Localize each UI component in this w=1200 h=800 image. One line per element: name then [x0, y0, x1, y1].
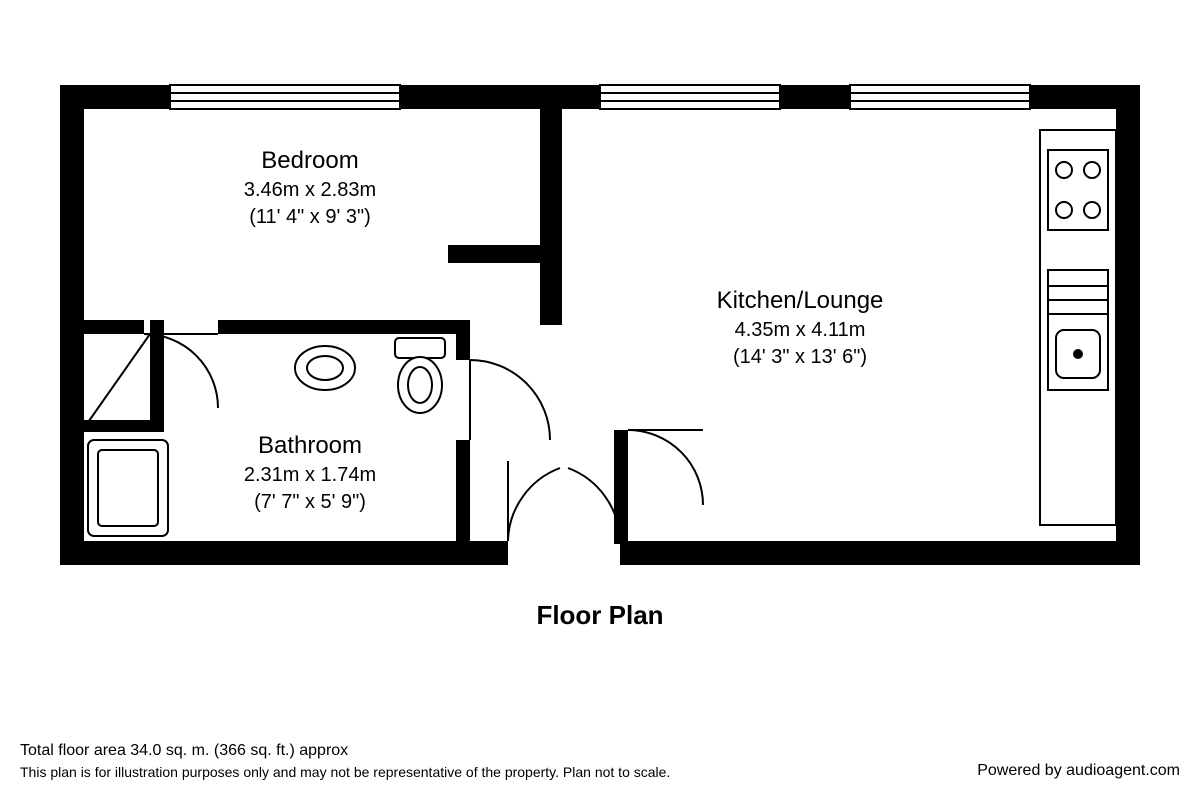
- kitchen-lounge-dim-m: 4.35m x 4.11m: [660, 317, 940, 344]
- bedroom-dim-ft: (11' 4" x 9' 3"): [180, 204, 440, 231]
- plan-title: Floor Plan: [0, 600, 1200, 631]
- bedroom-name: Bedroom: [180, 145, 440, 177]
- bedroom-dim-m: 3.46m x 2.83m: [180, 177, 440, 204]
- windows: [170, 85, 1030, 109]
- floorplan-canvas: Bedroom 3.46m x 2.83m (11' 4" x 9' 3") K…: [0, 0, 1200, 800]
- kitchen-fixtures: [1040, 130, 1116, 525]
- kitchen-lounge-dim-ft: (14' 3" x 13' 6"): [660, 344, 940, 371]
- bathroom-name: Bathroom: [200, 430, 420, 462]
- kitchen-lounge-label: Kitchen/Lounge 4.35m x 4.11m (14' 3" x 1…: [660, 285, 940, 371]
- bathroom-label: Bathroom 2.31m x 1.74m (7' 7" x 5' 9"): [200, 430, 420, 516]
- footer-powered-by: Powered by audioagent.com: [977, 762, 1180, 780]
- bedroom-label: Bedroom 3.46m x 2.83m (11' 4" x 9' 3"): [180, 145, 440, 231]
- bathroom-dim-ft: (7' 7" x 5' 9"): [200, 489, 420, 516]
- footer-total-area: Total floor area 34.0 sq. m. (366 sq. ft…: [20, 742, 348, 760]
- bathroom-dim-m: 2.31m x 1.74m: [200, 462, 420, 489]
- floorplan-svg: [0, 0, 1200, 800]
- footer-disclaimer: This plan is for illustration purposes o…: [20, 764, 670, 780]
- kitchen-lounge-name: Kitchen/Lounge: [660, 285, 940, 317]
